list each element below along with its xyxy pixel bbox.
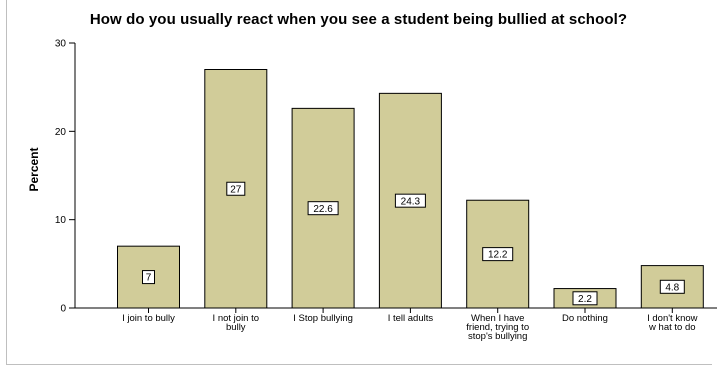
data-label: 4.8 — [665, 282, 679, 293]
data-label: 7 — [146, 273, 152, 284]
data-label: 24.3 — [401, 196, 421, 207]
data-label-box — [482, 247, 514, 262]
y-tick-label: 20 — [55, 127, 67, 138]
data-label-box — [307, 201, 339, 216]
y-tick-label: 0 — [60, 304, 66, 315]
x-tick-label: I Stop bullying — [293, 313, 353, 324]
chart-title: How do you usually react when you see a … — [89, 11, 628, 28]
x-tick-label: w hat to do — [648, 322, 695, 333]
x-tick-label: stop's bullying — [468, 331, 527, 342]
x-tick-label: When I have — [471, 313, 524, 324]
data-label-box — [659, 279, 685, 294]
x-tick-label: friend, trying to — [466, 322, 529, 333]
x-tick-label: bully — [226, 322, 246, 333]
data-label-box — [142, 270, 155, 285]
chart-frame — [6, 0, 712, 365]
x-tick-label: I don't know — [647, 313, 698, 324]
y-tick-label: 30 — [55, 39, 67, 50]
x-tick-label: I not join to — [213, 313, 259, 324]
data-label-box — [394, 193, 426, 208]
data-label-box — [226, 181, 246, 196]
y-tick-label: 10 — [55, 215, 67, 226]
data-label: 22.6 — [313, 204, 333, 215]
data-label-box — [572, 291, 598, 306]
data-label: 27 — [230, 184, 242, 195]
data-label: 12.2 — [488, 250, 508, 261]
x-tick-label: Do nothing — [562, 313, 608, 324]
data-label: 2.2 — [578, 294, 592, 305]
y-axis-label: Percent — [27, 147, 41, 191]
x-tick-label: I join to bully — [122, 313, 175, 324]
x-tick-label: I tell adults — [388, 313, 434, 324]
